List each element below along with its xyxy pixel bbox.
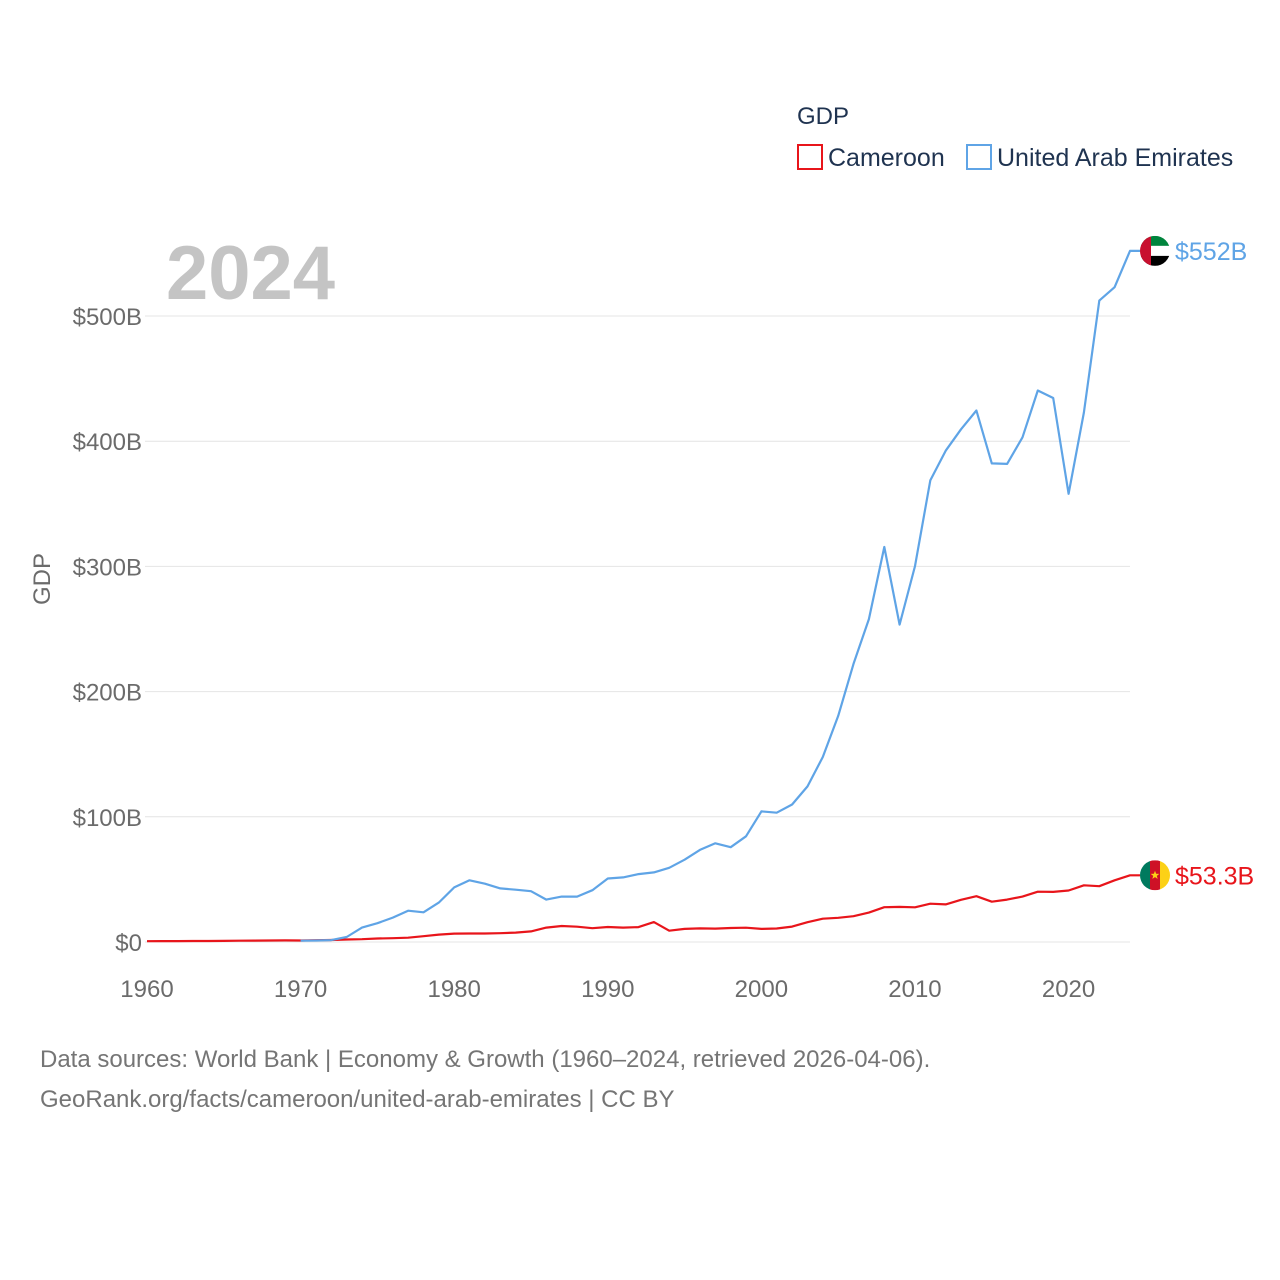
y-tick-label: $500B	[73, 304, 142, 331]
x-tick-label: 1980	[427, 976, 480, 1003]
y-tick-label: $400B	[73, 429, 142, 456]
flag-uae-icon	[1140, 235, 1170, 266]
y-tick-label: $0	[115, 930, 142, 957]
x-tick-label: 2020	[1042, 976, 1095, 1003]
end-markers: $53.3B $552B	[1140, 235, 1254, 891]
year-label: 2024	[166, 231, 335, 316]
series-lines	[146, 249, 1140, 943]
y-tick-label: $100B	[73, 805, 142, 832]
footer-source: Data sources: World Bank | Economy & Gro…	[40, 1046, 931, 1073]
y-axis-title: GDP	[29, 553, 56, 605]
x-tick-label: 2010	[888, 976, 941, 1003]
legend-title: GDP	[797, 103, 849, 130]
x-tick-label: 1990	[581, 976, 634, 1003]
x-tick-label: 2000	[735, 976, 788, 1003]
flag-cameroon-icon	[1140, 860, 1170, 891]
footer-url: GeoRank.org/facts/cameroon/united-arab-e…	[40, 1086, 675, 1113]
y-axis: $0 $100B $200B $300B $400B $500B	[73, 304, 142, 957]
end-value-label-cameroon: $53.3B	[1175, 862, 1254, 890]
x-tick-label: 1970	[274, 976, 327, 1003]
legend-label-uae: United Arab Emirates	[997, 144, 1233, 172]
end-value-label-uae: $552B	[1175, 238, 1247, 266]
y-tick-label: $200B	[73, 680, 142, 707]
legend: GDP Cameroon United Arab Emirates	[797, 103, 1233, 172]
gridlines	[145, 315, 1130, 943]
series-line-uae	[300, 249, 1140, 942]
series-line-cameroon	[146, 874, 1140, 943]
x-tick-label: 1960	[120, 976, 173, 1003]
legend-swatch-cameroon	[797, 144, 823, 170]
x-axis: 1960 1970 1980 1990 2000 2010 2020	[120, 976, 1095, 1003]
legend-swatch-uae	[966, 144, 992, 170]
y-tick-label: $300B	[73, 554, 142, 581]
legend-label-cameroon: Cameroon	[828, 144, 945, 172]
